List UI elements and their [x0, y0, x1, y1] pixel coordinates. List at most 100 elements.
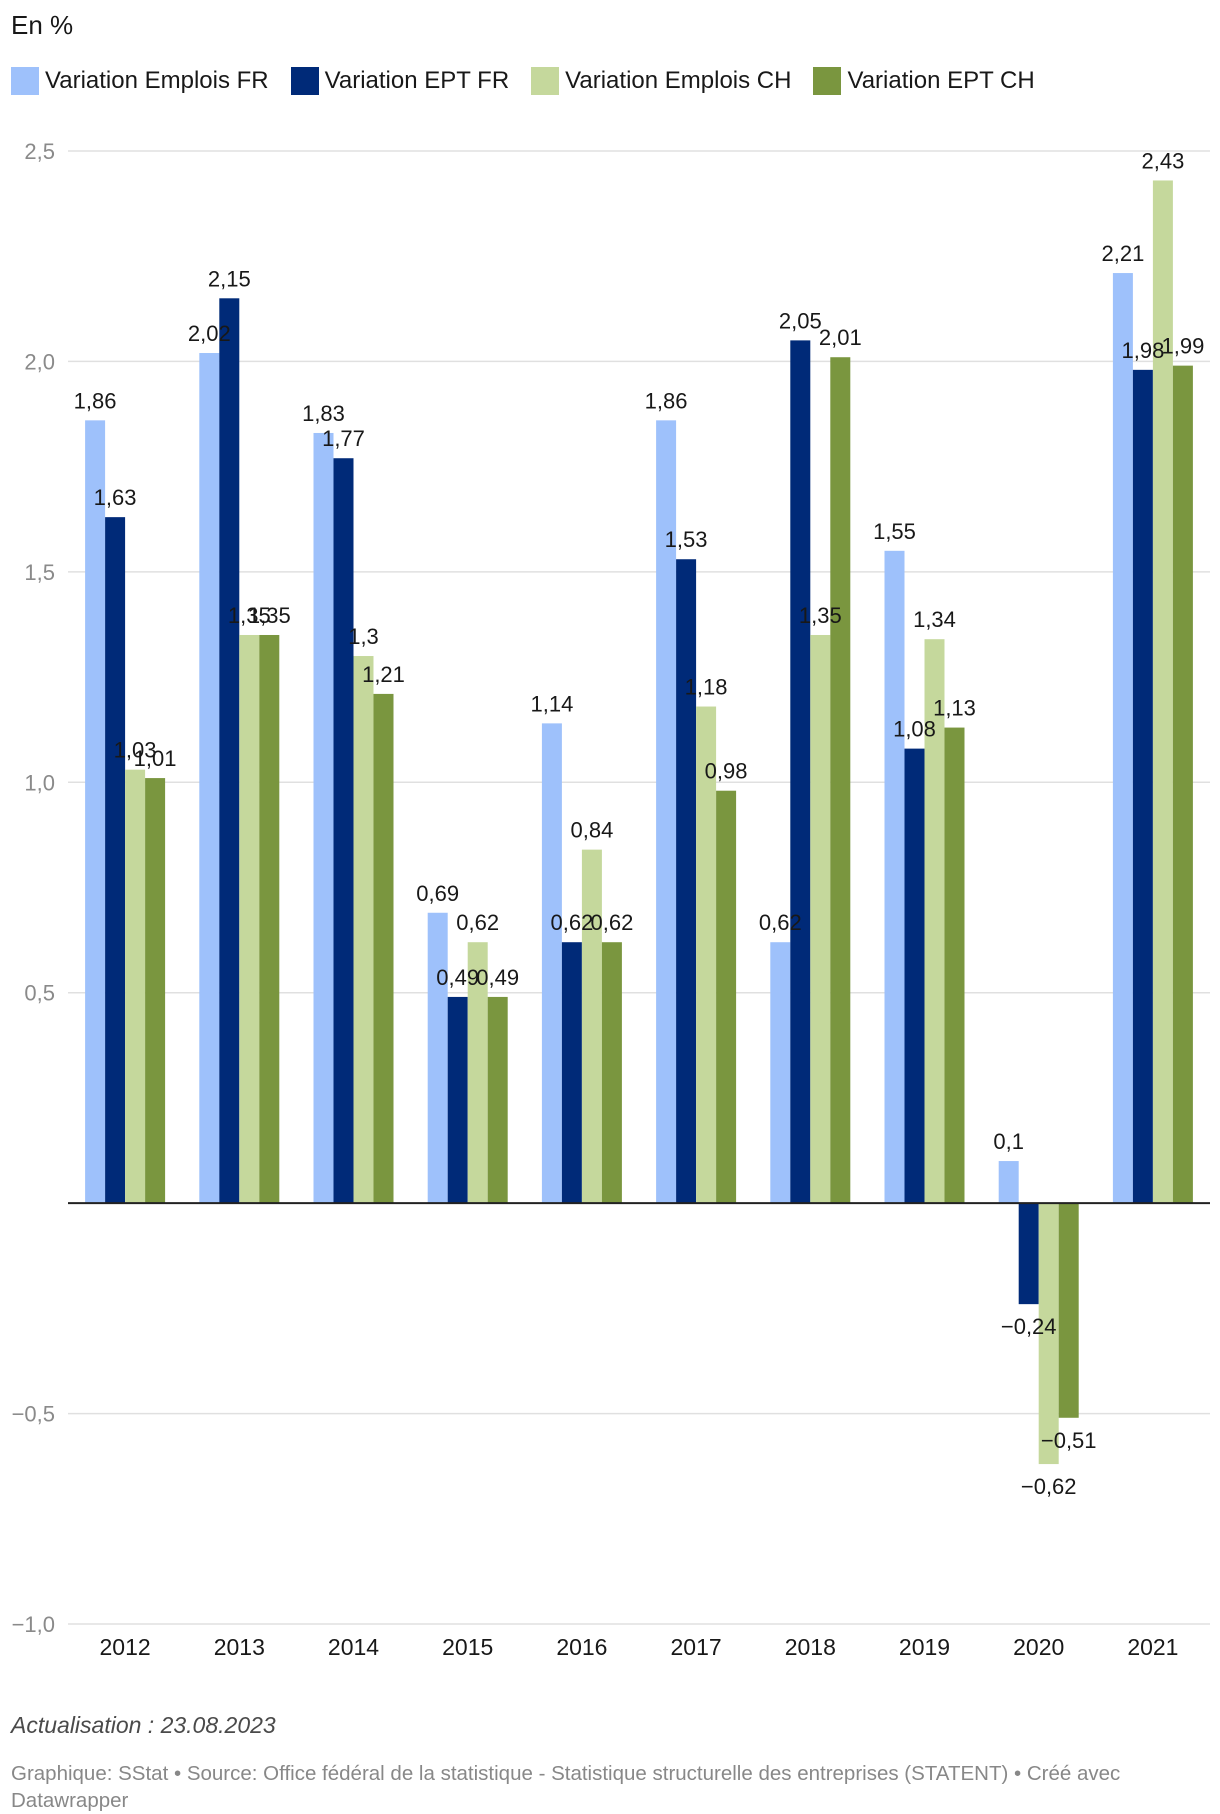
bar	[145, 778, 166, 1204]
bar	[447, 996, 468, 1204]
legend-label: Variation Emplois CH	[565, 67, 792, 94]
legend-swatch	[813, 67, 842, 95]
data-label: 1,34	[913, 607, 956, 632]
bar	[770, 942, 791, 1204]
legend-label: Variation EPT FR	[324, 67, 510, 94]
data-label: 1,18	[685, 675, 728, 700]
x-tick-label: 2016	[556, 1634, 607, 1660]
bar	[1018, 1203, 1039, 1305]
legend-item: Variation EPT FR	[290, 67, 510, 95]
data-label: 1,63	[94, 485, 137, 510]
data-label: 1,35	[248, 603, 291, 628]
bar	[1152, 180, 1173, 1204]
data-label: 1,35	[228, 603, 271, 628]
data-label: 1,86	[74, 388, 117, 413]
bar	[884, 550, 905, 1204]
legend-item: Variation EPT CH	[813, 67, 1035, 95]
bar	[581, 849, 602, 1204]
bar	[810, 634, 831, 1204]
legend-swatch	[531, 67, 560, 95]
bar	[353, 656, 374, 1204]
data-label: 0,84	[570, 818, 613, 843]
data-label: 1,14	[530, 691, 573, 716]
bar-chart: 2,5 2,0 1,5 1,0 0,5 −0,5 −1,0 1,86 1,63 1,031,01 2…	[12, 139, 1210, 1660]
data-label: −0,51	[1041, 1428, 1097, 1453]
bar	[239, 634, 260, 1204]
x-tick-label: 2019	[899, 1634, 950, 1660]
data-label: 2,02	[188, 321, 231, 346]
x-tick-label: 2021	[1127, 1634, 1178, 1660]
data-label: 1,55	[873, 519, 916, 544]
bar	[541, 723, 562, 1204]
data-label: 1,99	[1161, 334, 1204, 359]
bar	[998, 1161, 1019, 1204]
y-tick-label: 2,5	[24, 139, 55, 164]
data-label: 0,69	[416, 881, 459, 906]
bar	[219, 298, 240, 1204]
data-label: 0,62	[759, 910, 802, 935]
data-label: 2,05	[779, 308, 822, 333]
legend-label: Variation Emplois FR	[45, 67, 269, 94]
x-tick-label: 2014	[328, 1634, 379, 1660]
data-label: 2,01	[819, 325, 862, 350]
data-label: 2,21	[1101, 241, 1144, 266]
data-label: 2,43	[1141, 148, 1184, 173]
data-label: 1,03	[114, 738, 157, 763]
bar	[467, 942, 488, 1204]
data-label: 0,49	[436, 965, 479, 990]
y-tick-label: −1,0	[12, 1612, 55, 1637]
data-label: −0,24	[1001, 1314, 1057, 1339]
unit-label: En %	[11, 10, 74, 40]
data-label: 1,86	[645, 388, 688, 413]
data-label: 0,98	[705, 759, 748, 784]
bar	[656, 420, 677, 1204]
bar	[199, 353, 220, 1204]
bar	[601, 942, 622, 1204]
legend-swatch	[290, 67, 319, 95]
x-tick-label: 2017	[671, 1634, 722, 1660]
legend-label: Variation EPT CH	[847, 67, 1035, 94]
data-label: 1,21	[362, 662, 405, 687]
x-tick-label: 2012	[100, 1634, 151, 1660]
bar	[313, 432, 334, 1204]
data-label: 1,13	[933, 696, 976, 721]
source-note: Graphique: SStat • Source: Office fédéra…	[11, 1762, 1121, 1812]
bar	[790, 340, 811, 1204]
bar	[487, 996, 508, 1204]
legend-swatch	[11, 67, 39, 95]
bar	[830, 357, 851, 1204]
y-tick-label: 1,5	[24, 560, 55, 585]
data-label: 1,77	[322, 426, 365, 451]
data-label: 1,53	[665, 527, 708, 552]
x-tick-label: 2013	[214, 1634, 265, 1660]
bar	[333, 458, 354, 1204]
data-label: 0,62	[550, 910, 593, 935]
y-tick-label: 2,0	[24, 349, 55, 374]
data-label: 1,83	[302, 401, 345, 426]
x-tick-label: 2018	[785, 1634, 836, 1660]
update-date: Actualisation : 23.08.2023	[11, 1712, 276, 1738]
bar	[696, 706, 717, 1204]
bar	[716, 790, 737, 1204]
legend-item: Variation Emplois FR	[11, 67, 269, 95]
data-label: 1,01	[134, 746, 177, 771]
bar	[924, 639, 945, 1204]
data-label: 0,62	[590, 910, 633, 935]
data-label: −0,62	[1021, 1474, 1077, 1499]
data-label: 0,62	[456, 910, 499, 935]
data-label: 0,1	[993, 1129, 1024, 1154]
x-tick-label: 2015	[442, 1634, 493, 1660]
bar	[105, 517, 126, 1204]
data-label: 1,35	[799, 603, 842, 628]
legend-item: Variation Emplois CH	[531, 67, 791, 95]
data-label: 0,49	[476, 965, 519, 990]
data-label: 1,08	[893, 717, 936, 742]
data-label: 2,15	[208, 266, 251, 291]
bar	[676, 559, 697, 1204]
bar	[944, 727, 965, 1204]
data-label: 1,98	[1121, 338, 1164, 363]
chart-legend: Variation Emplois FR Variation EPT FR Vari…	[11, 66, 1057, 96]
bar	[904, 748, 925, 1204]
x-tick-label: 2020	[1013, 1634, 1064, 1660]
bar	[373, 693, 394, 1204]
